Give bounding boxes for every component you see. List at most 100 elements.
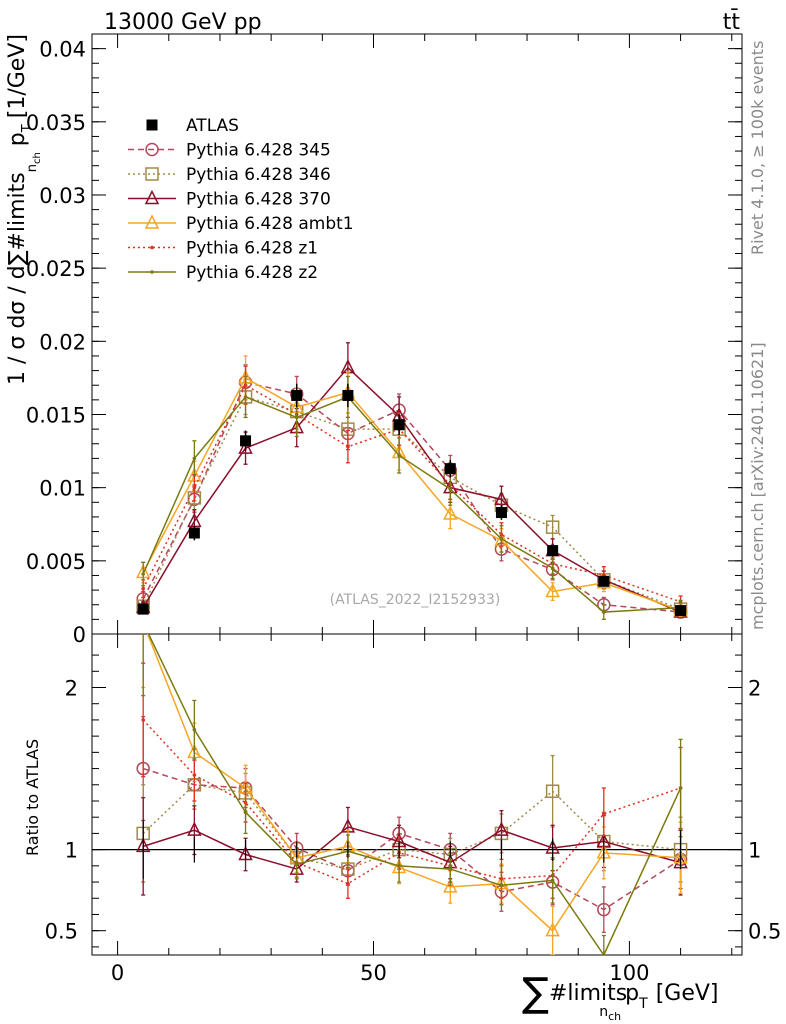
atlas-data-point	[495, 507, 507, 519]
legend-atlas-label: ATLAS	[186, 116, 239, 136]
atlas-data-point	[547, 545, 559, 557]
ratio-series-4-point	[192, 773, 197, 777]
x-axis-label: ∑#limits nchpT [GeV]	[522, 970, 719, 1023]
y-tick-label: 0.01	[39, 477, 86, 501]
y-axis-label-main: 1 / σ dσ / d∑#limits	[5, 172, 30, 385]
series-2-point	[238, 439, 253, 454]
ratio-series-2-point	[238, 845, 253, 861]
y-tick-label: 0.035	[26, 111, 86, 135]
ratio-series-4-line	[142, 719, 681, 885]
x-tick-label: 100	[609, 961, 649, 985]
rivet-version-note: Rivet 4.1.0, ≥ 100k events	[748, 41, 767, 255]
legend-marker-0	[145, 142, 159, 157]
series-5-point	[550, 566, 555, 570]
ratio-series-5-point	[397, 864, 401, 868]
series-4-point	[346, 444, 350, 449]
y-tick-label: 0.04	[39, 38, 86, 62]
series-2-point	[494, 490, 509, 506]
y-axis-label-sub: n	[25, 164, 40, 172]
ratio-series-layer	[135, 616, 688, 955]
header-right-label: tt̄	[723, 9, 741, 35]
ratio-tick-label-right: 2	[748, 677, 761, 701]
ratio-tick-label: 0.5	[45, 920, 78, 944]
x-axis-label-subsub: ch	[608, 1010, 621, 1023]
series-5-point	[397, 453, 401, 458]
axes: 0 0.005 0.01 0.015 0.02 0.025 0.03 0.035 0.04 0 50…	[26, 33, 781, 985]
y-axis-label: 1 / σ dσ / d∑#limitsnchpT [1/GeV]	[5, 34, 43, 385]
y-tick-label: 0	[73, 623, 86, 647]
series-4-point	[192, 485, 197, 490]
ratio-tick-label-right: 0.5	[748, 920, 781, 944]
svg-text:∑#limitsnchpT[GeV]: ∑#limits nchpT [GeV]	[522, 970, 719, 1023]
series-1-point	[545, 520, 560, 534]
y-tick-label: 0.02	[39, 330, 86, 354]
ratio-series-0-point	[597, 902, 611, 917]
legend-marker-4	[150, 245, 154, 250]
ratio-series-2-point	[187, 821, 202, 836]
atlas-data-point	[675, 605, 687, 617]
series-3-point	[443, 505, 458, 520]
x-axis-label-psub: T	[638, 996, 648, 1012]
y-axis-label-p: p	[5, 132, 30, 146]
ratio-series-1-point	[545, 784, 560, 799]
series-5-point	[294, 415, 299, 420]
legend: ATLAS Pythia 6.428 345 Pythia 6.428 346 Pyt…	[128, 116, 354, 283]
ratio-series-2-point	[494, 821, 509, 836]
ratio-series-5-point	[499, 883, 504, 888]
legend-label-2: Pythia 6.428 370	[186, 190, 331, 210]
legend-label-4: Pythia 6.428 z1	[186, 239, 318, 259]
ratio-series-5-point	[448, 867, 453, 871]
legend-label-0: Pythia 6.428 345	[186, 141, 331, 161]
ratio-series-5-point	[294, 862, 299, 867]
series-5-point	[448, 487, 453, 491]
x-axis-label-sub: n	[599, 1004, 608, 1020]
legend-marker-3	[144, 214, 160, 229]
legend-label-3: Pythia 6.428 ambt1	[186, 214, 354, 234]
legend-marker-1	[145, 167, 159, 181]
analysis-id-label: (ATLAS_2022_I2152933)	[330, 592, 501, 608]
series-3-point	[545, 582, 560, 598]
mcplots-note: mcplots.cern.ch [arXiv:2401.10621]	[748, 342, 767, 630]
series-5-point	[141, 572, 145, 576]
series-3-line	[142, 376, 681, 612]
ratio-series-3-point	[443, 878, 458, 893]
y-axis-label-psub: T	[20, 124, 35, 133]
ratio-series-5-point	[243, 810, 248, 815]
ratio-series-5-point	[550, 878, 555, 883]
x-axis-label-main: #limits	[549, 981, 627, 1006]
ratio-series-3-point	[545, 922, 560, 937]
ratio-tick-label: 2	[65, 677, 78, 701]
y-tick-label: 0.015	[26, 403, 86, 427]
ratio-series-5-point	[602, 953, 606, 955]
ratio-series-4-point	[141, 718, 145, 722]
atlas-data-point	[393, 419, 405, 431]
x-axis-label-sum: ∑	[522, 970, 549, 1016]
y-tick-label: 0.005	[26, 550, 86, 574]
ratio-panel-frame	[91, 633, 743, 956]
legend-marker-2	[144, 189, 160, 205]
main-series-layer	[135, 342, 688, 621]
ratio-series-3-point	[137, 616, 149, 628]
ratio-axis-label: Ratio to ATLAS	[23, 739, 42, 856]
ratio-series-4-point	[346, 881, 350, 886]
series-4-line	[142, 384, 681, 603]
ratio-series-5-point	[141, 621, 145, 625]
y-tick-label: 0.03	[39, 184, 86, 208]
legend-atlas-marker	[146, 119, 158, 131]
legend-marker-5	[150, 270, 154, 274]
ratio-series-1-line	[142, 783, 681, 870]
series-5-point	[243, 395, 248, 399]
ratio-tick-label-right: 1	[748, 839, 761, 863]
atlas-data-point	[342, 389, 354, 401]
series-5-point	[602, 610, 606, 614]
series-2-line	[142, 366, 681, 613]
x-axis-label-unit: [GeV]	[656, 981, 719, 1006]
ratio-series-4-point	[602, 812, 606, 816]
y-tick-label: 0.025	[26, 257, 86, 281]
ratio-series-5-point	[192, 727, 197, 732]
x-tick-label: 50	[360, 961, 387, 985]
ratio-tick-label: 1	[65, 839, 78, 863]
header-left-label: 13000 GeV pp	[104, 10, 262, 35]
x-axis-label-p: p	[625, 981, 639, 1006]
